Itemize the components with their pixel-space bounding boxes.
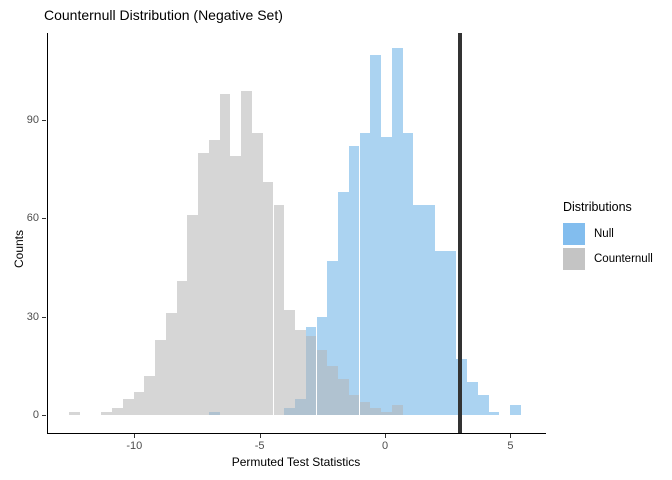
y-tick-label: 0: [32, 409, 39, 421]
histogram-bar-counternull: [252, 133, 263, 415]
legend-item-null: Null: [563, 222, 653, 245]
y-tick-label: 30: [26, 310, 39, 323]
histogram-bar-counternull: [230, 156, 242, 415]
histogram-bar-counternull: [370, 408, 382, 415]
x-tick-label: 5: [507, 440, 514, 452]
histogram-bar-counternull: [165, 313, 177, 415]
histogram-bar-null: [370, 54, 382, 415]
y-tick-mark: [42, 415, 46, 416]
histogram-bar-counternull: [155, 339, 166, 415]
histogram-bar-counternull: [112, 408, 123, 415]
x-tick-label: 0: [381, 440, 389, 452]
legend-label: Counternull: [594, 252, 653, 265]
histogram-bar-counternull: [133, 392, 145, 415]
legend: Distributions Null Counternull: [563, 200, 653, 272]
x-tick-mark: [510, 434, 512, 438]
histogram-bar-counternull: [348, 395, 360, 415]
reference-vline: [458, 33, 463, 433]
histogram-bar-null: [510, 405, 521, 415]
histogram-bar-null: [424, 205, 435, 415]
histogram-bar-null: [348, 146, 360, 415]
histogram-bar-counternull: [359, 401, 371, 415]
histogram-bar-counternull: [327, 365, 338, 415]
histogram-bar-counternull: [305, 336, 317, 415]
histogram-bar-counternull: [381, 411, 392, 415]
histogram-bar-counternull: [176, 280, 188, 415]
histogram-bar-null: [434, 251, 446, 415]
x-tick-mark: [259, 434, 261, 438]
histogram-bar-counternull: [284, 310, 295, 415]
x-tick-label: -5: [254, 440, 265, 452]
histogram-bar-null: [445, 251, 457, 415]
legend-label: Null: [594, 227, 614, 240]
histogram-bar-counternull: [391, 405, 403, 415]
y-tick-label: 90: [26, 114, 39, 127]
histogram-bar-null: [488, 411, 500, 415]
histogram-bar-counternull: [262, 182, 274, 415]
plot-title: Counternull Distribution (Negative Set): [44, 7, 283, 23]
histogram-bar-counternull: [273, 205, 285, 415]
histogram-bar-null: [413, 205, 425, 415]
histogram-bar-counternull: [187, 215, 199, 415]
histogram-bar-counternull: [338, 379, 349, 415]
y-tick-mark: [42, 218, 46, 220]
x-axis-title: Permuted Test Statistics: [231, 455, 361, 469]
legend-items: Null Counternull: [563, 222, 653, 270]
y-tick-label: 60: [26, 212, 39, 225]
histogram-bar-counternull: [208, 139, 220, 415]
y-tick-mark: [42, 316, 46, 318]
histogram-bar-counternull: [241, 90, 252, 415]
histogram-bar-counternull: [219, 94, 231, 415]
x-tick-mark: [134, 434, 136, 438]
histogram-bar-counternull: [69, 411, 80, 415]
histogram-bar-null: [327, 261, 338, 415]
histogram-bar-counternull: [122, 398, 134, 415]
histogram-bar-null: [477, 395, 489, 415]
histogram-bar-null: [402, 133, 414, 415]
histogram-bar-null: [391, 48, 403, 415]
histogram-bar-counternull: [198, 152, 209, 415]
histogram-bar-null: [381, 136, 392, 415]
histogram-bar-counternull: [144, 375, 156, 415]
legend-item-counternull: Counternull: [563, 247, 653, 270]
histogram-bar-null: [338, 192, 349, 415]
y-tick-mark: [42, 120, 46, 122]
x-tick-mark: [385, 434, 386, 438]
histogram-bar-null: [467, 382, 478, 415]
x-tick-label: -10: [126, 440, 143, 452]
legend-swatch-null: [563, 222, 585, 245]
y-axis-title: Counts: [12, 229, 26, 268]
histogram-bar-counternull: [295, 329, 306, 415]
histogram-bar-counternull: [316, 349, 328, 415]
histogram-bar-null: [359, 133, 371, 415]
legend-swatch-counternull: [563, 247, 585, 270]
legend-title: Distributions: [563, 200, 632, 214]
histogram-bar-counternull: [101, 411, 113, 415]
